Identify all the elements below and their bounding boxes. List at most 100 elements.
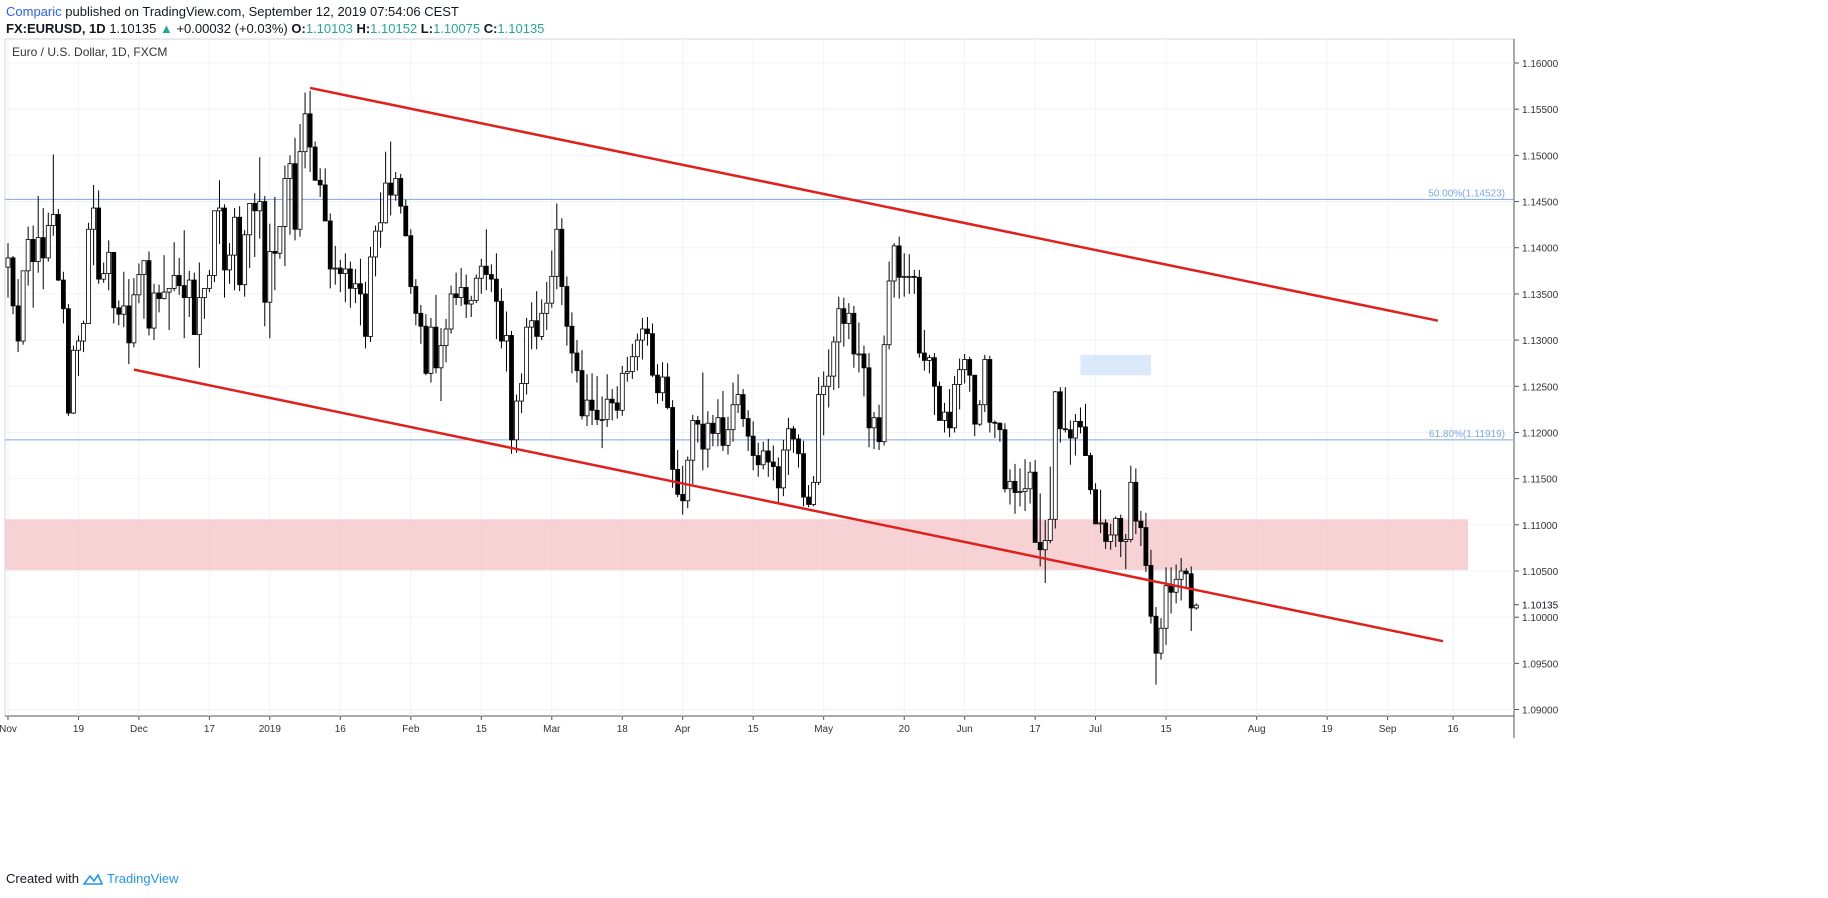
bull-candle: [584, 399, 590, 417]
x-tick-label: 15: [748, 724, 760, 735]
bull-candle: [856, 353, 862, 356]
bear-candle: [579, 370, 585, 417]
bull-candle: [121, 305, 127, 315]
bear-candle: [1148, 565, 1154, 617]
bull-candle: [101, 273, 107, 280]
bull-candle: [821, 385, 827, 395]
x-tick-label: Apr: [675, 724, 691, 735]
x-tick-label: 18: [617, 724, 629, 735]
bull-candle: [604, 398, 610, 420]
bear-candle: [1088, 455, 1093, 491]
bull-candle: [217, 207, 222, 212]
bear-candle: [222, 207, 227, 271]
bull-candle: [962, 359, 968, 371]
bull-candle: [378, 222, 383, 232]
bull-candle: [886, 280, 892, 346]
bull-candle: [161, 291, 167, 299]
bull-candle: [71, 349, 76, 414]
x-tick-label: 19: [1322, 724, 1334, 735]
author-link[interactable]: Comparic: [6, 4, 62, 19]
bear-candle: [312, 146, 318, 181]
bear-candle: [695, 420, 701, 425]
highlight-zone: [1080, 354, 1151, 376]
y-tick-label: 1.09000: [1522, 706, 1559, 717]
bull-candle: [836, 308, 842, 343]
bear-candle: [55, 214, 61, 281]
bear-candle: [423, 325, 429, 374]
bull-candle: [811, 481, 816, 505]
y-tick-label: 1.09500: [1522, 659, 1559, 670]
bull-candle: [624, 371, 630, 374]
bear-candle: [398, 178, 404, 207]
bull-candle: [690, 420, 696, 461]
chart-frame: [4, 38, 1515, 717]
support-zone: [5, 519, 1468, 571]
bear-candle: [655, 374, 660, 394]
x-tick-label: Mar: [543, 724, 561, 735]
bull-candle: [1017, 491, 1023, 493]
bull-candle: [942, 411, 947, 421]
bull-candle: [1108, 534, 1114, 542]
bear-candle: [1062, 428, 1068, 431]
bear-candle: [237, 216, 243, 286]
bear-candle: [493, 278, 499, 302]
bear-candle: [569, 325, 575, 354]
bull-candle: [106, 251, 112, 274]
tradingview-link[interactable]: TradingView: [106, 871, 179, 886]
y-tick-label: 1.14000: [1522, 244, 1559, 255]
bull-candle: [514, 400, 519, 441]
bear-candle: [534, 320, 540, 337]
y-tick-label: 1.13500: [1522, 290, 1559, 301]
bull-candle: [1178, 570, 1184, 580]
bear-candle: [866, 367, 872, 429]
bear-candle: [66, 308, 71, 414]
bull-candle: [473, 277, 479, 301]
bear-candle: [337, 267, 343, 274]
high-label: H:: [356, 21, 371, 36]
bear-candle: [861, 353, 867, 369]
x-tick-label: 16: [335, 724, 347, 735]
bear-candle: [992, 421, 998, 424]
bull-candle: [1073, 420, 1078, 439]
bull-candle: [831, 341, 837, 377]
bull-candle: [1007, 481, 1013, 490]
bull-candle: [504, 335, 509, 342]
bear-candle: [181, 285, 187, 299]
bear-candle: [433, 326, 439, 369]
bear-candle: [1002, 429, 1008, 490]
bear-candle: [745, 418, 751, 437]
y-tick-label: 1.15500: [1522, 105, 1559, 116]
bear-candle: [589, 399, 595, 411]
last-price: 1.10135: [109, 21, 157, 36]
bear-candle: [418, 312, 424, 327]
bull-candle: [171, 275, 177, 289]
bear-candle: [292, 163, 298, 230]
bear-candle: [710, 422, 716, 434]
open-value: 1.10103: [305, 21, 353, 36]
bull-candle: [1022, 488, 1028, 492]
bull-candle: [977, 404, 983, 425]
close-label: C:: [483, 21, 498, 36]
y-tick-label: 1.11000: [1522, 521, 1558, 532]
bull-candle: [715, 417, 721, 434]
bear-candle: [488, 274, 494, 280]
bull-candle: [151, 292, 157, 329]
bear-candle: [896, 245, 902, 278]
bear-candle: [1103, 522, 1109, 542]
bear-candle: [1153, 615, 1159, 654]
x-tick-label: 16: [1447, 724, 1459, 735]
bull-candle: [901, 275, 907, 278]
bull-candle: [448, 293, 454, 330]
bull-candle: [201, 287, 207, 299]
bear-candle: [499, 300, 504, 342]
bull-candle: [1123, 539, 1129, 542]
bull-candle: [35, 237, 41, 262]
bull-candle: [619, 372, 625, 411]
bear-candle: [921, 352, 927, 361]
bull-candle: [660, 376, 665, 394]
x-tick-label: May: [814, 724, 833, 735]
bull-candle: [730, 404, 736, 431]
bull-candle: [186, 279, 192, 299]
bear-candle: [1083, 426, 1088, 456]
